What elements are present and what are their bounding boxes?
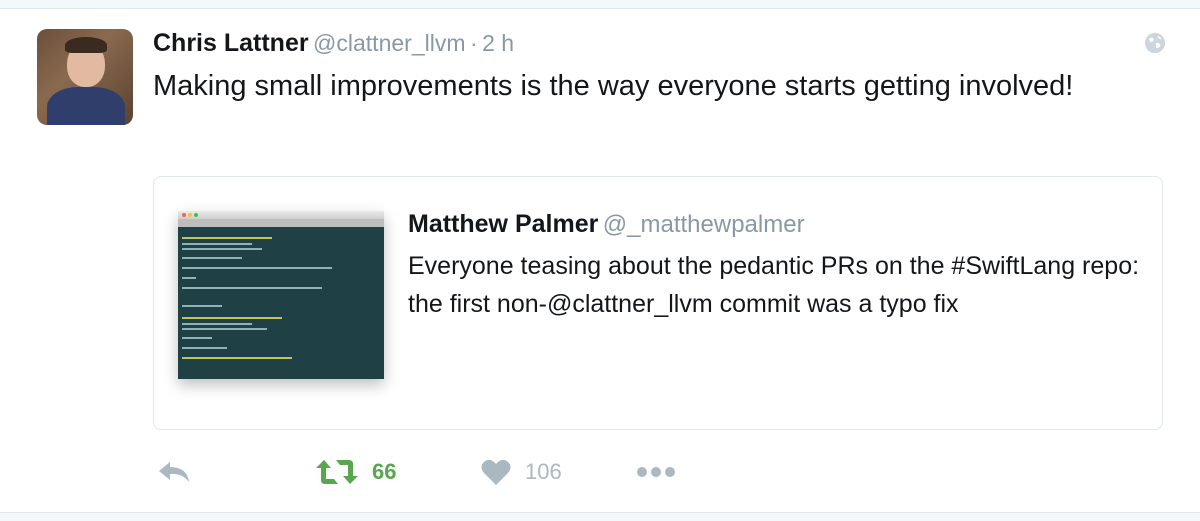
like-count: 106 xyxy=(525,459,562,484)
more-button[interactable] xyxy=(636,456,676,488)
author-name[interactable]: Chris Lattner xyxy=(153,29,309,57)
heart-icon xyxy=(481,459,511,485)
retweet-icon xyxy=(316,460,358,484)
quoted-author-handle[interactable]: @_matthewpalmer xyxy=(602,211,805,238)
tweet-timestamp[interactable]: 2 h xyxy=(482,30,515,56)
author-handle[interactable]: @clattner_llvm xyxy=(313,30,466,56)
more-icon xyxy=(637,467,675,477)
tweet-text: Making small improvements is the way eve… xyxy=(153,70,1074,102)
like-button[interactable]: 106 xyxy=(481,456,562,488)
tweet-header: Chris Lattner @clattner_llvm · 2 h xyxy=(153,29,514,61)
retweet-count: 66 xyxy=(372,459,397,484)
reply-button[interactable] xyxy=(157,456,191,488)
retweet-button[interactable]: 66 xyxy=(316,456,396,488)
quoted-tweet-header: Matthew Palmer @_matthewpalmer xyxy=(408,210,805,239)
avatar[interactable] xyxy=(37,29,133,125)
quoted-tweet-text: Everyone teasing about the pedantic PRs … xyxy=(408,252,1140,318)
separator-dot: · xyxy=(469,30,478,56)
globe-icon xyxy=(1144,32,1166,54)
quoted-tweet[interactable]: Matthew Palmer @_matthewpalmer Everyone … xyxy=(153,176,1163,430)
reply-icon xyxy=(159,462,189,482)
terminal-screenshot-image xyxy=(178,211,384,379)
quoted-author-name[interactable]: Matthew Palmer xyxy=(408,210,599,238)
tweet-divider-bottom xyxy=(0,512,1200,521)
tweet-divider-top xyxy=(0,0,1200,9)
